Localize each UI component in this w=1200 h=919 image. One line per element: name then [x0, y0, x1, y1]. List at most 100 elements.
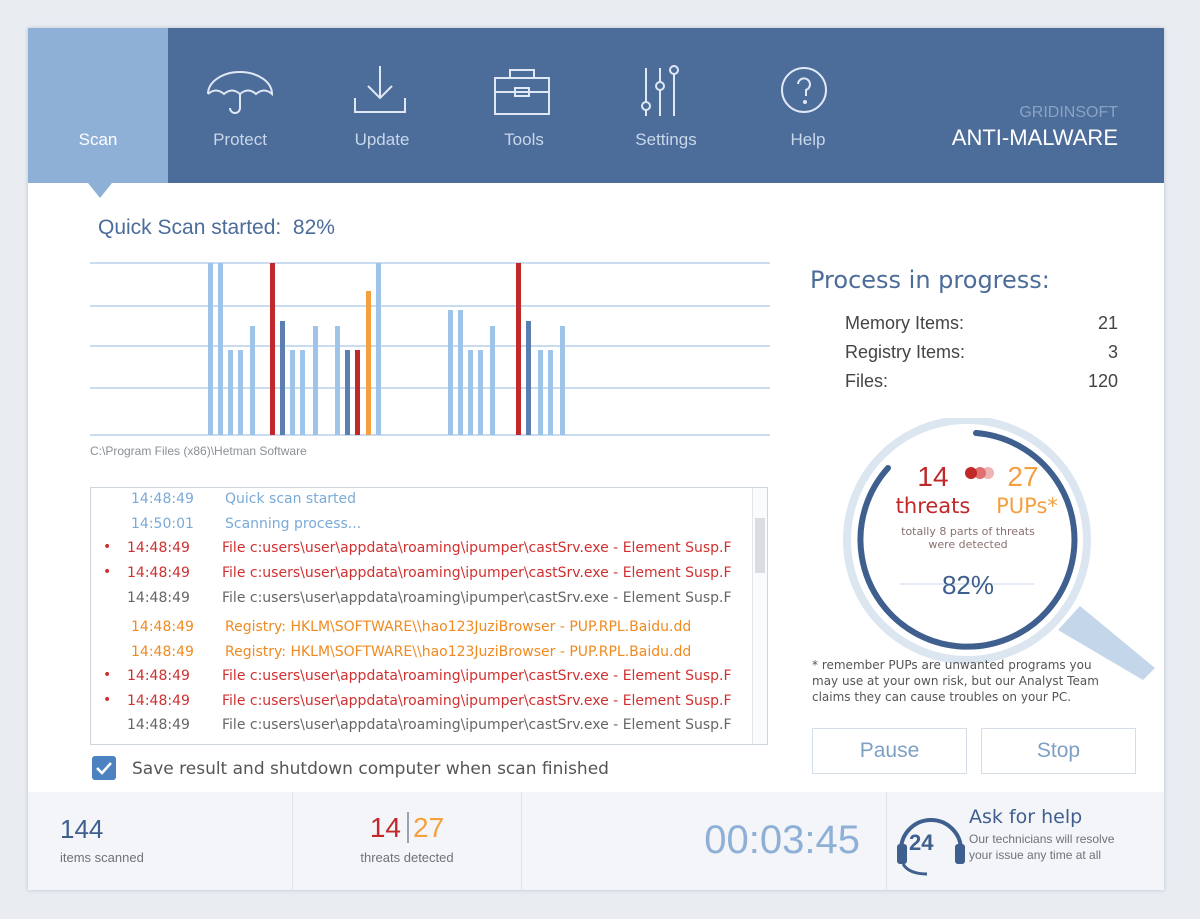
activity-bar: [300, 350, 305, 435]
log-row: 14:50:01 Scanning process...: [91, 516, 751, 538]
tab-label[interactable]: Help: [790, 130, 826, 149]
activity-bar: [516, 263, 521, 435]
log-row: 14:48:49 Registry: HKLM\SOFTWARE\\hao123J…: [91, 619, 751, 641]
pup-count: 27: [1007, 461, 1039, 492]
log-row: • 14:48:49 File c:users\user\appdata\roami…: [91, 564, 751, 587]
log-message: File c:users\user\appdata\roaming\ipumpe…: [222, 540, 732, 556]
activity-bar: [228, 350, 233, 435]
checkbox-label[interactable]: Save result and shutdown computer when s…: [132, 759, 609, 779]
activity-bar: [238, 350, 243, 435]
log-message: Quick scan started: [225, 491, 357, 507]
log-row: • 14:48:49 File c:users\user\appdata\roami…: [91, 692, 751, 715]
help-text: Our technicians will resolve: [969, 832, 1115, 846]
log-message: File c:users\user\appdata\roaming\ipumpe…: [222, 668, 732, 684]
nav-tab[interactable]: Protect: [170, 28, 310, 183]
activity-bar: [270, 263, 275, 435]
log-message: File c:users\user\appdata\roaming\ipumpe…: [222, 717, 732, 733]
log-message: File c:users\user\appdata\roaming\ipumpe…: [222, 565, 732, 581]
threats-label: threats detected: [360, 850, 454, 865]
footer-timer: 00:03:45: [522, 792, 887, 890]
nav-tab[interactable]: Update: [312, 28, 452, 183]
activity-bar: [345, 350, 350, 435]
activity-bar: [458, 310, 463, 435]
log-row: 14:48:49 Registry: HKLM\SOFTWARE\\hao123J…: [91, 644, 751, 666]
current-path: C:\Program Files (x86)\Hetman Software: [90, 444, 307, 458]
log-time: 14:48:49: [127, 717, 190, 733]
activity-bar: [548, 350, 553, 435]
footer-help[interactable]: 24 Ask for help Our technicians will res…: [887, 792, 1164, 890]
threat-note: were detected: [928, 538, 1008, 551]
activity-bar: [490, 326, 495, 435]
log-row: 14:48:49 File c:users\user\appdata\roamin…: [91, 590, 751, 612]
nav-tab[interactable]: Help: [738, 28, 878, 183]
activity-bar: [526, 321, 531, 435]
log-row: • 14:48:49 File c:users\user\appdata\roami…: [91, 667, 751, 690]
footer-scanned: 144 items scanned: [28, 792, 293, 890]
ring-percent: 82%: [941, 570, 995, 600]
activity-bar: [280, 321, 285, 435]
activity-bar: [376, 263, 381, 435]
bullet: •: [103, 539, 112, 555]
elapsed-time: 00:03:45: [704, 818, 860, 862]
status-percent: 82%: [292, 216, 335, 239]
log-time: 14:48:49: [131, 619, 194, 635]
log-time: 14:48:49: [127, 540, 190, 556]
log-message: File c:users\user\appdata\roaming\ipumpe…: [222, 590, 732, 606]
activity-bar: [468, 350, 473, 435]
activity-bar: [250, 326, 255, 435]
activity-bar: [366, 291, 371, 435]
activity-bar: [355, 350, 360, 435]
log-time: 14:48:49: [127, 668, 190, 684]
nav-tab[interactable]: Tools: [454, 28, 594, 183]
log-time: 14:48:49: [127, 590, 190, 606]
process-value: 21: [1097, 313, 1118, 333]
status-label: Quick Scan started:: [98, 216, 282, 239]
threats-summary: 14 27: [293, 812, 521, 844]
tab-label[interactable]: Tools: [504, 130, 544, 149]
footnote: claims they can cause troubles on your P…: [812, 690, 1072, 704]
activity-bar: [313, 326, 318, 435]
button[interactable]: Pause: [812, 728, 967, 774]
scan-status: Quick Scan started: 82%: [98, 216, 335, 240]
activity-bar: [335, 326, 340, 435]
process-title: Process in progress:: [810, 266, 1050, 294]
tab-label[interactable]: Scan: [78, 130, 118, 149]
log-time: 14:50:01: [131, 516, 194, 532]
tab-label[interactable]: Settings: [635, 130, 697, 149]
progress-ring: [843, 418, 1155, 680]
bullet: •: [103, 692, 112, 708]
log-time: 14:48:49: [127, 693, 190, 709]
nav-tab[interactable]: Settings: [596, 28, 736, 183]
tab-label[interactable]: Protect: [213, 130, 267, 149]
process-value: 120: [1087, 371, 1118, 391]
app-window: GRIDINSOFT ANTI-MALWARE Quick Scan start…: [28, 28, 1164, 890]
checkbox[interactable]: [92, 756, 116, 780]
bullet: •: [103, 667, 112, 683]
activity-bar: [538, 350, 543, 435]
pup-label: PUPs*: [996, 494, 1058, 518]
process-label: Files:: [845, 371, 889, 391]
brand-product: ANTI-MALWARE: [951, 125, 1118, 150]
activity-graph: [90, 262, 770, 436]
help-text: your issue any time at all: [969, 848, 1102, 862]
process-label: Registry Items:: [845, 342, 966, 362]
log-message: Scanning process...: [225, 516, 362, 532]
help-badge: 24: [909, 830, 934, 855]
nav-tab[interactable]: Scan: [28, 28, 168, 183]
process-value: 3: [1107, 342, 1118, 362]
bullet: •: [103, 564, 112, 580]
nav-bar: [28, 28, 1164, 183]
tab-label[interactable]: Update: [354, 130, 410, 149]
log-time: 14:48:49: [131, 644, 194, 660]
button[interactable]: Stop: [981, 728, 1136, 774]
log-time: 14:48:49: [127, 565, 190, 581]
threat-label: threats: [895, 494, 971, 518]
activity-bar: [448, 310, 453, 435]
activity-bar: [290, 350, 295, 435]
log-row: 14:48:49 Quick scan started: [91, 491, 751, 513]
brand-company: GRIDINSOFT: [1019, 104, 1118, 121]
activity-bar: [478, 350, 483, 435]
threat-count: 14: [917, 461, 949, 492]
log-row: 14:48:49 File c:users\user\appdata\roamin…: [91, 717, 751, 739]
